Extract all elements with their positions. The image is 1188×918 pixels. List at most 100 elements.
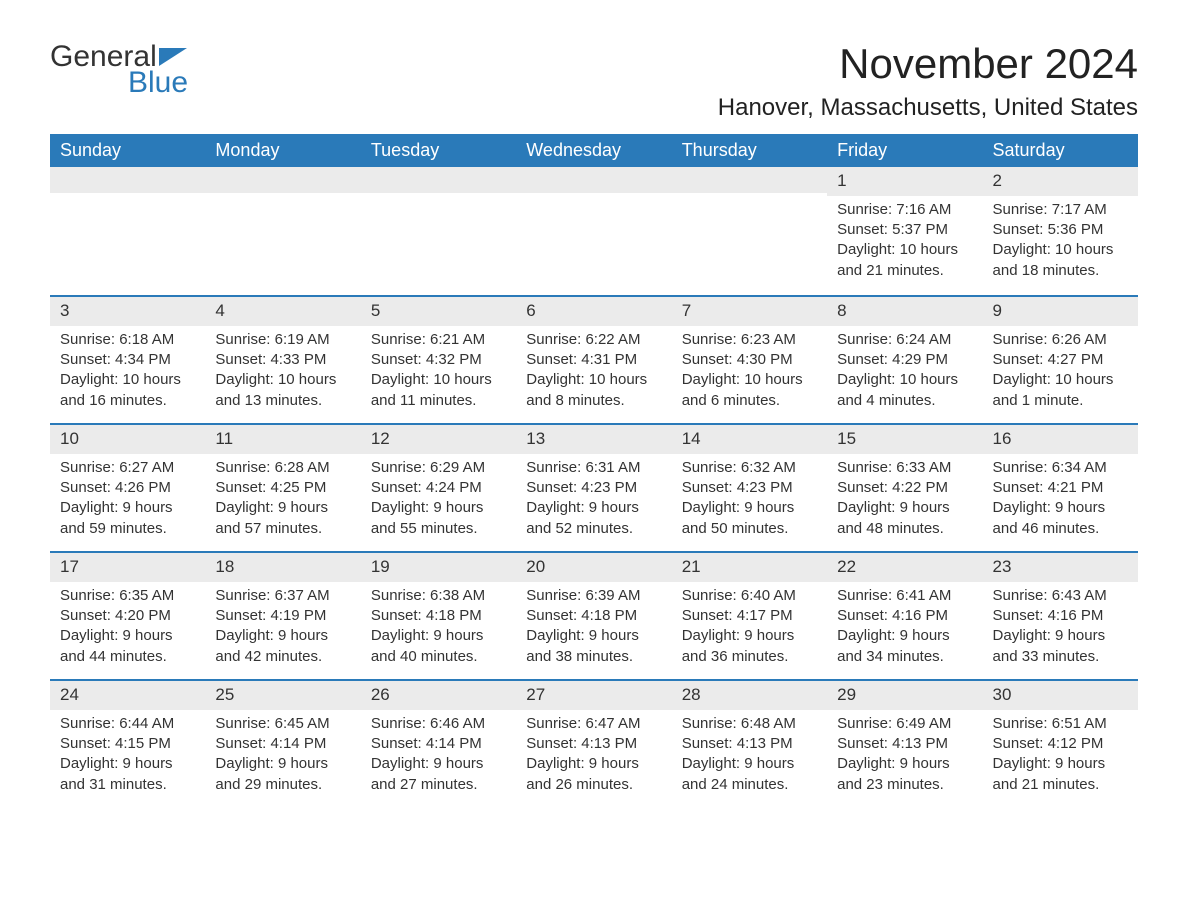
daylight-text-1: Daylight: 9 hours (60, 498, 199, 518)
daylight-text-2: and 8 minutes. (526, 391, 665, 411)
empty-day-bar (672, 167, 827, 193)
sunset-text: Sunset: 4:16 PM (993, 606, 1132, 626)
sunset-text: Sunset: 4:23 PM (526, 478, 665, 498)
day-details: Sunrise: 6:34 AMSunset: 4:21 PMDaylight:… (989, 458, 1132, 539)
daylight-text-1: Daylight: 9 hours (371, 498, 510, 518)
daylight-text-2: and 6 minutes. (682, 391, 821, 411)
weekday-header-row: SundayMondayTuesdayWednesdayThursdayFrid… (50, 134, 1138, 167)
day-details: Sunrise: 6:33 AMSunset: 4:22 PMDaylight:… (833, 458, 976, 539)
daylight-text-1: Daylight: 9 hours (371, 754, 510, 774)
calendar-day-cell: 12Sunrise: 6:29 AMSunset: 4:24 PMDayligh… (361, 425, 516, 551)
daylight-text-2: and 57 minutes. (215, 519, 354, 539)
sunrise-text: Sunrise: 6:41 AM (837, 586, 976, 606)
daylight-text-1: Daylight: 9 hours (215, 754, 354, 774)
calendar-day-cell: 23Sunrise: 6:43 AMSunset: 4:16 PMDayligh… (983, 553, 1138, 679)
daylight-text-1: Daylight: 9 hours (993, 754, 1132, 774)
day-number: 9 (983, 297, 1138, 326)
calendar-day-cell: 29Sunrise: 6:49 AMSunset: 4:13 PMDayligh… (827, 681, 982, 807)
day-number: 6 (516, 297, 671, 326)
calendar-week-row: 24Sunrise: 6:44 AMSunset: 4:15 PMDayligh… (50, 679, 1138, 807)
day-details: Sunrise: 6:32 AMSunset: 4:23 PMDaylight:… (678, 458, 821, 539)
day-number: 1 (827, 167, 982, 196)
calendar-day-cell: 17Sunrise: 6:35 AMSunset: 4:20 PMDayligh… (50, 553, 205, 679)
sunset-text: Sunset: 4:21 PM (993, 478, 1132, 498)
day-details: Sunrise: 6:43 AMSunset: 4:16 PMDaylight:… (989, 586, 1132, 667)
empty-day-bar (50, 167, 205, 193)
weekday-header: Saturday (983, 134, 1138, 167)
sunset-text: Sunset: 4:19 PM (215, 606, 354, 626)
sunrise-text: Sunrise: 6:43 AM (993, 586, 1132, 606)
sunset-text: Sunset: 4:13 PM (526, 734, 665, 754)
sunset-text: Sunset: 4:18 PM (526, 606, 665, 626)
sunrise-text: Sunrise: 6:31 AM (526, 458, 665, 478)
daylight-text-1: Daylight: 9 hours (215, 626, 354, 646)
day-number: 12 (361, 425, 516, 454)
calendar-day-cell: 19Sunrise: 6:38 AMSunset: 4:18 PMDayligh… (361, 553, 516, 679)
daylight-text-1: Daylight: 9 hours (837, 754, 976, 774)
calendar-day-cell: 11Sunrise: 6:28 AMSunset: 4:25 PMDayligh… (205, 425, 360, 551)
daylight-text-1: Daylight: 9 hours (215, 498, 354, 518)
sunrise-text: Sunrise: 7:17 AM (993, 200, 1132, 220)
sunset-text: Sunset: 4:23 PM (682, 478, 821, 498)
weekday-header: Monday (205, 134, 360, 167)
day-details: Sunrise: 7:17 AMSunset: 5:36 PMDaylight:… (989, 200, 1132, 281)
day-number: 27 (516, 681, 671, 710)
day-number: 26 (361, 681, 516, 710)
day-number: 20 (516, 553, 671, 582)
weekday-header: Tuesday (361, 134, 516, 167)
sunrise-text: Sunrise: 7:16 AM (837, 200, 976, 220)
day-number: 19 (361, 553, 516, 582)
daylight-text-1: Daylight: 10 hours (993, 370, 1132, 390)
daylight-text-1: Daylight: 9 hours (682, 626, 821, 646)
calendar-day-cell: 24Sunrise: 6:44 AMSunset: 4:15 PMDayligh… (50, 681, 205, 807)
sunset-text: Sunset: 4:13 PM (837, 734, 976, 754)
sunset-text: Sunset: 4:30 PM (682, 350, 821, 370)
daylight-text-2: and 1 minute. (993, 391, 1132, 411)
day-number: 8 (827, 297, 982, 326)
daylight-text-1: Daylight: 9 hours (993, 498, 1132, 518)
sunrise-text: Sunrise: 6:46 AM (371, 714, 510, 734)
day-details: Sunrise: 6:19 AMSunset: 4:33 PMDaylight:… (211, 330, 354, 411)
daylight-text-1: Daylight: 9 hours (682, 754, 821, 774)
sunset-text: Sunset: 4:31 PM (526, 350, 665, 370)
sunset-text: Sunset: 4:26 PM (60, 478, 199, 498)
day-details: Sunrise: 7:16 AMSunset: 5:37 PMDaylight:… (833, 200, 976, 281)
day-number: 18 (205, 553, 360, 582)
sunrise-text: Sunrise: 6:28 AM (215, 458, 354, 478)
day-details: Sunrise: 6:47 AMSunset: 4:13 PMDaylight:… (522, 714, 665, 795)
sunrise-text: Sunrise: 6:21 AM (371, 330, 510, 350)
calendar-table: SundayMondayTuesdayWednesdayThursdayFrid… (50, 134, 1138, 807)
sunrise-text: Sunrise: 6:39 AM (526, 586, 665, 606)
calendar-week-row: 3Sunrise: 6:18 AMSunset: 4:34 PMDaylight… (50, 295, 1138, 423)
day-number: 16 (983, 425, 1138, 454)
daylight-text-2: and 21 minutes. (837, 261, 976, 281)
calendar-day-cell (50, 167, 205, 295)
day-details: Sunrise: 6:49 AMSunset: 4:13 PMDaylight:… (833, 714, 976, 795)
sunset-text: Sunset: 4:16 PM (837, 606, 976, 626)
calendar-day-cell: 15Sunrise: 6:33 AMSunset: 4:22 PMDayligh… (827, 425, 982, 551)
calendar-day-cell (205, 167, 360, 295)
sunrise-text: Sunrise: 6:37 AM (215, 586, 354, 606)
daylight-text-2: and 21 minutes. (993, 775, 1132, 795)
sunrise-text: Sunrise: 6:26 AM (993, 330, 1132, 350)
title-block: November 2024 Hanover, Massachusetts, Un… (718, 40, 1138, 122)
sunset-text: Sunset: 4:17 PM (682, 606, 821, 626)
daylight-text-2: and 26 minutes. (526, 775, 665, 795)
day-details: Sunrise: 6:48 AMSunset: 4:13 PMDaylight:… (678, 714, 821, 795)
day-number: 24 (50, 681, 205, 710)
daylight-text-2: and 11 minutes. (371, 391, 510, 411)
daylight-text-1: Daylight: 9 hours (837, 498, 976, 518)
calendar-day-cell: 8Sunrise: 6:24 AMSunset: 4:29 PMDaylight… (827, 297, 982, 423)
daylight-text-1: Daylight: 9 hours (837, 626, 976, 646)
sunset-text: Sunset: 4:18 PM (371, 606, 510, 626)
daylight-text-2: and 42 minutes. (215, 647, 354, 667)
sunset-text: Sunset: 4:20 PM (60, 606, 199, 626)
sunrise-text: Sunrise: 6:24 AM (837, 330, 976, 350)
day-number: 10 (50, 425, 205, 454)
calendar-week-row: 17Sunrise: 6:35 AMSunset: 4:20 PMDayligh… (50, 551, 1138, 679)
calendar-day-cell (672, 167, 827, 295)
day-number: 21 (672, 553, 827, 582)
day-details: Sunrise: 6:45 AMSunset: 4:14 PMDaylight:… (211, 714, 354, 795)
weekday-header: Sunday (50, 134, 205, 167)
page-title: November 2024 (718, 40, 1138, 88)
